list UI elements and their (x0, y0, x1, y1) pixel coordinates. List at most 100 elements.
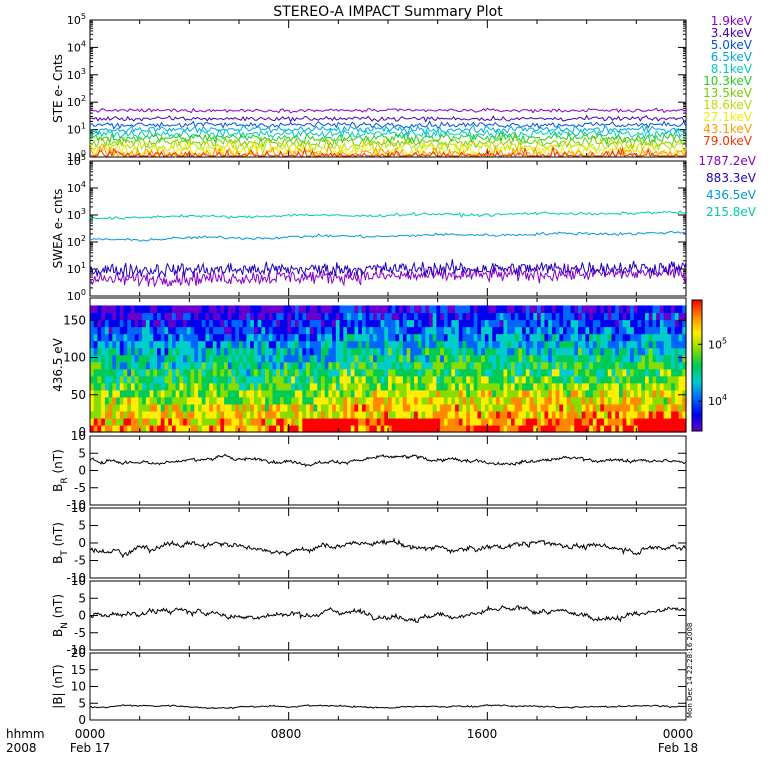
heatmap-cell (436, 410, 441, 419)
heatmap-cell (279, 382, 285, 391)
heatmap-cell (142, 382, 147, 391)
heatmap-cell (190, 389, 195, 398)
heatmap-cell (343, 361, 348, 370)
heatmap-cell (663, 424, 668, 433)
heatmap-cell (309, 326, 315, 335)
heatmap-cell (466, 319, 471, 328)
heatmap-cell (432, 375, 438, 384)
heatmap-cell (268, 361, 274, 370)
heatmap-cell (585, 305, 590, 314)
heatmap-cell (306, 333, 311, 342)
heatmap-cell (373, 333, 378, 342)
heatmap-cell (671, 354, 676, 363)
heatmap-cell (376, 347, 382, 356)
heatmap-cell (157, 333, 162, 342)
heatmap-cell (276, 312, 281, 321)
heatmap-cell (618, 375, 624, 384)
heatmap-cell (473, 396, 479, 405)
heatmap-cell (209, 340, 214, 349)
heatmap-cell (563, 305, 568, 314)
heatmap-cell (242, 326, 248, 335)
heatmap-cell (235, 382, 240, 391)
heatmap-cell (354, 333, 359, 342)
heatmap-cell (343, 396, 348, 405)
heatmap-cell (376, 368, 382, 377)
heatmap-cell (626, 389, 631, 398)
heatmap-cell (406, 347, 411, 356)
heatmap-cell (287, 305, 292, 314)
y-tick-label: 15 (71, 663, 86, 677)
heatmap-cell (157, 375, 162, 384)
heatmap-cell (678, 375, 683, 384)
panel-frame-1 (89, 160, 687, 297)
heatmap-cell (600, 382, 605, 391)
heatmap-cell (641, 417, 646, 426)
heatmap-cell (205, 326, 210, 335)
heatmap-cell (648, 312, 654, 321)
heatmap-cell (209, 361, 214, 370)
heatmap-cell (123, 333, 128, 342)
heatmap-cell (525, 354, 531, 363)
heatmap-cell (149, 417, 154, 426)
heatmap-cell (399, 361, 404, 370)
heatmap-cell (104, 417, 110, 426)
heatmap-cell (455, 326, 460, 335)
colorbar (691, 299, 703, 432)
heatmap-cell (596, 403, 601, 412)
heatmap-cell (663, 361, 668, 370)
heatmap-cell (410, 417, 415, 426)
heatmap-cell (365, 347, 370, 356)
heatmap-cell (320, 375, 326, 384)
heatmap-cell (313, 333, 318, 342)
heatmap-cell (328, 375, 333, 384)
heatmap-cell (205, 410, 210, 419)
heatmap-cell (395, 319, 400, 328)
heatmap-cell (577, 375, 583, 384)
heatmap-cell (563, 361, 568, 370)
heatmap-cell (220, 361, 225, 370)
heatmap-cell (399, 312, 404, 321)
heatmap-cell (484, 354, 490, 363)
heatmap-cell (298, 361, 303, 370)
heatmap-cell (350, 417, 356, 426)
heatmap-cell (425, 389, 430, 398)
heatmap-cell (455, 382, 460, 391)
heatmap-cell (171, 375, 177, 384)
heatmap-cell (138, 326, 143, 335)
heatmap-cell (563, 312, 568, 321)
heatmap-cell (648, 424, 654, 433)
heatmap-cell (205, 389, 210, 398)
heatmap-cell (496, 354, 501, 363)
footer-labels: hhmm 2008 0000 0800 1600 0000 Feb 17 Feb… (6, 727, 698, 755)
heatmap-cell (164, 326, 169, 335)
heatmap-cell (145, 333, 151, 342)
heatmap-cell (205, 382, 210, 391)
heatmap-cell (328, 347, 333, 356)
heatmap-cell (250, 410, 255, 419)
heatmap-cell (153, 396, 158, 405)
heatmap-cell (626, 410, 631, 419)
heatmap-cell (484, 389, 490, 398)
heatmap-cell (276, 389, 281, 398)
heatmap-cell (283, 396, 289, 405)
heatmap-cell (529, 417, 534, 426)
heatmap-cell (659, 326, 665, 335)
heatmap-cell (365, 389, 370, 398)
heatmap-cell (350, 319, 356, 328)
heatmap-cell (615, 333, 620, 342)
heatmap-cell (324, 424, 330, 433)
heatmap-cell (384, 354, 389, 363)
heatmap-cell (164, 424, 169, 433)
heatmap-cell (384, 396, 389, 405)
heatmap-cell (443, 410, 449, 419)
heatmap-cell (145, 347, 151, 356)
heatmap-cell (399, 333, 404, 342)
heatmap-cell (585, 319, 590, 328)
heatmap-cell (179, 424, 184, 433)
heatmap-cell (332, 340, 337, 349)
heatmap-cell (116, 305, 121, 314)
heatmap-cell (186, 368, 192, 377)
heatmap-cell (492, 368, 497, 377)
heatmap-cell (425, 417, 430, 426)
heatmap-cell (201, 354, 207, 363)
